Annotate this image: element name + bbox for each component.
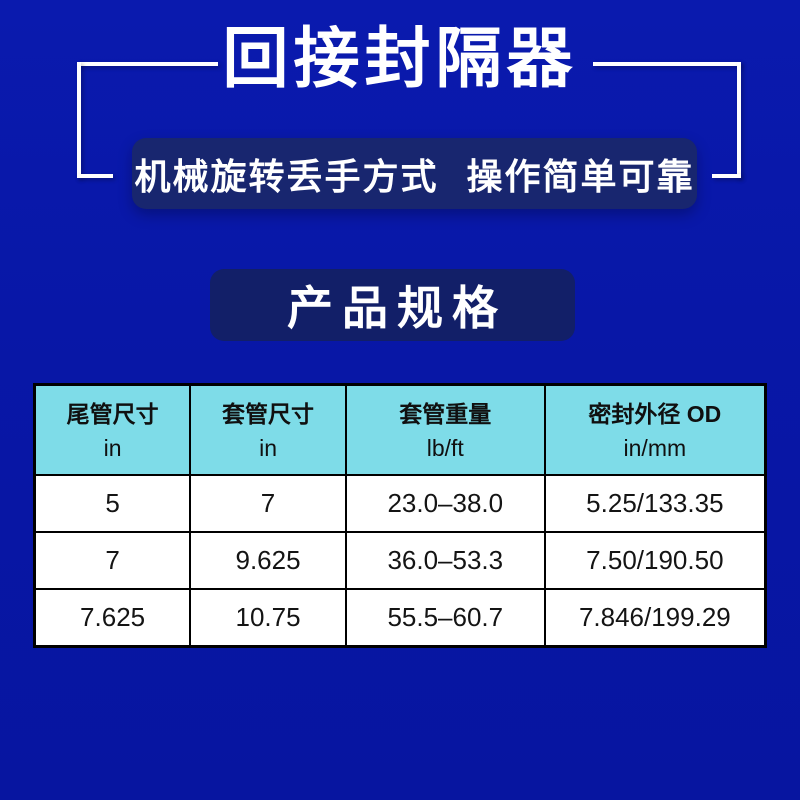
col-header-liner-size: 尾管尺寸 in xyxy=(33,383,192,476)
table-row: 7.625 10.75 55.5–60.7 7.846/199.29 xyxy=(33,588,767,648)
section-title: 产品规格 xyxy=(287,282,507,334)
col-header-casing-size: 套管尺寸 in xyxy=(189,383,347,476)
title-frame-line-right xyxy=(593,62,741,66)
spec-table-header: 尾管尺寸 in 套管尺寸 in 套管重量 lb/ft 密封外径 OD in/mm xyxy=(33,383,767,476)
col-header-unit: in/mm xyxy=(623,435,687,461)
subtitle-banner: 机械旋转丢手方式 操作简单可靠 xyxy=(132,138,697,209)
cell-casing-size: 9.625 xyxy=(189,531,347,590)
header-row: 尾管尺寸 in 套管尺寸 in 套管重量 lb/ft 密封外径 OD in/mm xyxy=(33,383,767,476)
product-spec-table: 尾管尺寸 in 套管尺寸 in 套管重量 lb/ft 密封外径 OD in/mm xyxy=(33,383,767,648)
col-header-seal-od: 密封外径 OD in/mm xyxy=(543,383,767,476)
col-header-unit: lb/ft xyxy=(426,435,464,461)
cell-seal-od: 5.25/133.35 xyxy=(543,474,767,533)
cell-casing-size: 10.75 xyxy=(189,588,347,648)
title-frame-vertical-right xyxy=(737,62,741,178)
col-header-label: 密封外径 OD xyxy=(588,401,722,427)
cell-liner-size: 5 xyxy=(33,474,192,533)
subtitle-text: 机械旋转丢手方式 操作简单可靠 xyxy=(134,155,695,197)
col-header-unit: in xyxy=(103,435,122,461)
cell-casing-size: 7 xyxy=(189,474,347,533)
title-frame-line-left xyxy=(77,62,218,66)
title-frame-tick-right xyxy=(712,174,741,178)
title-frame-vertical-left xyxy=(77,62,81,178)
col-header-label: 套管重量 xyxy=(399,401,492,427)
col-header-label: 尾管尺寸 xyxy=(66,401,159,427)
spec-table-body: 5 7 23.0–38.0 5.25/133.35 7 9.625 36.0–5… xyxy=(33,474,767,648)
cell-seal-od: 7.846/199.29 xyxy=(543,588,767,648)
section-title-banner: 产品规格 xyxy=(210,269,575,341)
cell-seal-od: 7.50/190.50 xyxy=(543,531,767,590)
col-header-label: 套管尺寸 xyxy=(222,401,315,427)
col-header-unit: in xyxy=(259,435,277,461)
cell-casing-weight: 55.5–60.7 xyxy=(344,588,546,648)
page-title: 回接封隔器 xyxy=(222,21,578,95)
cell-liner-size: 7.625 xyxy=(33,588,192,648)
table-row: 7 9.625 36.0–53.3 7.50/190.50 xyxy=(33,531,767,590)
cell-liner-size: 7 xyxy=(33,531,192,590)
cell-casing-weight: 36.0–53.3 xyxy=(344,531,546,590)
col-header-casing-weight: 套管重量 lb/ft xyxy=(344,383,546,476)
table-row: 5 7 23.0–38.0 5.25/133.35 xyxy=(33,474,767,533)
title-frame-tick-left xyxy=(77,174,113,178)
cell-casing-weight: 23.0–38.0 xyxy=(344,474,546,533)
